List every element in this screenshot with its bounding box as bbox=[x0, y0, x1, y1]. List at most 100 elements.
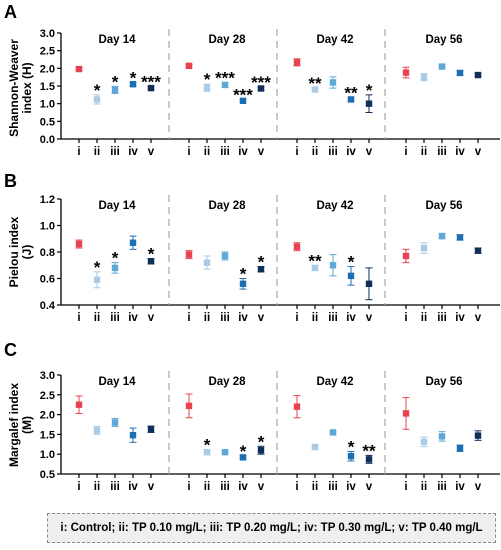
y-tick-label: 1.0 bbox=[40, 449, 55, 461]
group-title: Day 42 bbox=[316, 34, 353, 46]
data-point bbox=[147, 426, 155, 433]
y-axis-label-A-line2: index (H) bbox=[20, 62, 34, 113]
x-tick-label: ii bbox=[94, 481, 100, 493]
x-tick-label: ii bbox=[421, 481, 427, 493]
x-tick-label: iv bbox=[455, 312, 465, 324]
significance-mark: *** bbox=[215, 68, 235, 87]
data-point bbox=[185, 251, 193, 258]
y-tick-label: 2.5 bbox=[40, 390, 55, 402]
y-axis-label-B: Pielou index bbox=[7, 216, 21, 287]
y-tick-label: 2.5 bbox=[40, 46, 55, 58]
x-tick-label: v bbox=[475, 481, 482, 493]
data-point bbox=[129, 431, 137, 439]
x-tick-label: i bbox=[295, 312, 298, 324]
data-point bbox=[147, 258, 155, 265]
significance-mark: * bbox=[94, 258, 101, 277]
x-tick-label: i bbox=[295, 481, 298, 493]
y-tick-label: 1.5 bbox=[40, 81, 55, 93]
group-title: Day 56 bbox=[425, 34, 462, 46]
panel-letter-C: C bbox=[4, 340, 17, 360]
x-tick-label: iv bbox=[455, 146, 465, 158]
data-point bbox=[93, 427, 101, 434]
y-axis-label-B-line2: (J) bbox=[20, 245, 34, 260]
significance-mark: * bbox=[204, 70, 211, 89]
y-tick-label: 1.5 bbox=[40, 429, 55, 441]
group-title: Day 28 bbox=[208, 34, 246, 46]
x-tick-label: ii bbox=[204, 481, 210, 493]
group-title: Day 42 bbox=[316, 376, 353, 388]
panel-letter-A: A bbox=[4, 2, 17, 22]
x-tick-label: v bbox=[258, 312, 265, 324]
data-point bbox=[257, 85, 265, 92]
x-tick-label: i bbox=[404, 146, 407, 158]
data-point bbox=[347, 452, 355, 460]
data-point bbox=[129, 81, 137, 88]
x-tick-label: i bbox=[77, 481, 80, 493]
legend-box: i: Control; ii: TP 0.10 mg/L; iii: TP 0.… bbox=[47, 513, 496, 543]
x-tick-label: i bbox=[187, 481, 190, 493]
data-point bbox=[329, 262, 337, 269]
x-tick-label: iv bbox=[346, 312, 356, 324]
significance-mark: ** bbox=[344, 84, 358, 103]
data-point bbox=[239, 454, 247, 461]
data-point bbox=[111, 264, 119, 272]
x-tick-label: i bbox=[77, 146, 80, 158]
significance-mark: * bbox=[240, 442, 247, 461]
panel-letter-B: B bbox=[4, 171, 17, 191]
x-tick-label: iv bbox=[238, 312, 248, 324]
data-point bbox=[456, 445, 464, 452]
data-point bbox=[293, 403, 301, 410]
data-point bbox=[365, 456, 373, 463]
significance-mark: * bbox=[112, 72, 119, 91]
x-tick-label: ii bbox=[94, 312, 100, 324]
x-tick-label: ii bbox=[312, 481, 318, 493]
x-tick-label: iv bbox=[346, 146, 356, 158]
group-title: Day 42 bbox=[316, 200, 353, 212]
y-tick-label: 0.5 bbox=[40, 469, 55, 481]
x-tick-label: ii bbox=[421, 146, 427, 158]
data-point bbox=[239, 280, 247, 287]
data-point bbox=[93, 276, 101, 284]
significance-mark: * bbox=[258, 432, 265, 451]
x-tick-label: iii bbox=[437, 146, 447, 158]
data-point bbox=[203, 449, 211, 456]
x-tick-label: i bbox=[77, 312, 80, 324]
data-point bbox=[185, 402, 193, 410]
x-tick-label: iv bbox=[238, 481, 248, 493]
significance-mark: * bbox=[240, 265, 247, 284]
data-point bbox=[402, 69, 410, 76]
x-tick-label: iii bbox=[328, 312, 338, 324]
significance-mark: ** bbox=[308, 74, 322, 93]
significance-mark: *** bbox=[141, 73, 161, 92]
significance-mark: * bbox=[130, 68, 137, 87]
x-tick-label: i bbox=[295, 146, 298, 158]
y-axis-label-C-line2: (M) bbox=[20, 416, 34, 434]
data-point bbox=[438, 63, 446, 70]
x-tick-label: iii bbox=[220, 312, 230, 324]
y-tick-label: 2.0 bbox=[40, 410, 55, 422]
data-point bbox=[420, 73, 428, 81]
data-point bbox=[111, 86, 119, 94]
data-point bbox=[311, 264, 319, 272]
significance-mark: * bbox=[204, 435, 211, 454]
data-point bbox=[329, 79, 337, 86]
data-point bbox=[474, 71, 482, 79]
data-point bbox=[203, 84, 211, 91]
data-point bbox=[257, 447, 265, 454]
data-point bbox=[129, 239, 137, 246]
data-point bbox=[438, 232, 446, 240]
data-point bbox=[347, 272, 355, 280]
group-title: Day 14 bbox=[98, 376, 136, 388]
group-title: Day 14 bbox=[98, 34, 136, 46]
data-point bbox=[221, 449, 229, 456]
data-point bbox=[329, 429, 337, 436]
x-tick-label: iv bbox=[238, 146, 248, 158]
data-point bbox=[93, 96, 101, 103]
group-title: Day 14 bbox=[98, 200, 136, 212]
data-point bbox=[185, 62, 193, 70]
y-tick-label: 0.4 bbox=[40, 300, 56, 312]
x-tick-label: ii bbox=[312, 312, 318, 324]
x-tick-label: v bbox=[475, 146, 482, 158]
y-axis-label-C: Margalef index bbox=[7, 383, 21, 467]
